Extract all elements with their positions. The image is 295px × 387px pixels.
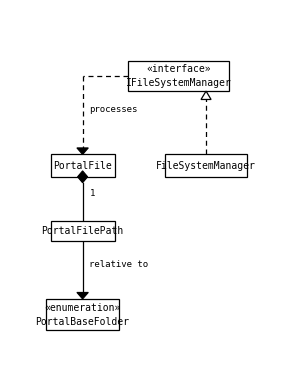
Text: «interface»
IFileSystemManager: «interface» IFileSystemManager bbox=[126, 64, 232, 88]
Polygon shape bbox=[77, 148, 88, 154]
Bar bbox=[128, 62, 229, 91]
Text: processes: processes bbox=[89, 105, 138, 115]
Text: PortalFilePath: PortalFilePath bbox=[42, 226, 124, 236]
Bar bbox=[165, 154, 247, 177]
Text: FileSystemManager: FileSystemManager bbox=[156, 161, 256, 171]
Polygon shape bbox=[78, 171, 88, 183]
Polygon shape bbox=[201, 91, 211, 99]
Text: relative to: relative to bbox=[89, 260, 149, 269]
Bar bbox=[46, 299, 119, 330]
Text: 1: 1 bbox=[89, 189, 95, 198]
Text: PortalFile: PortalFile bbox=[53, 161, 112, 171]
Bar bbox=[51, 221, 114, 241]
Polygon shape bbox=[77, 293, 88, 299]
Bar bbox=[51, 154, 114, 177]
Text: «enumeration»
PortalBaseFolder: «enumeration» PortalBaseFolder bbox=[36, 303, 130, 327]
